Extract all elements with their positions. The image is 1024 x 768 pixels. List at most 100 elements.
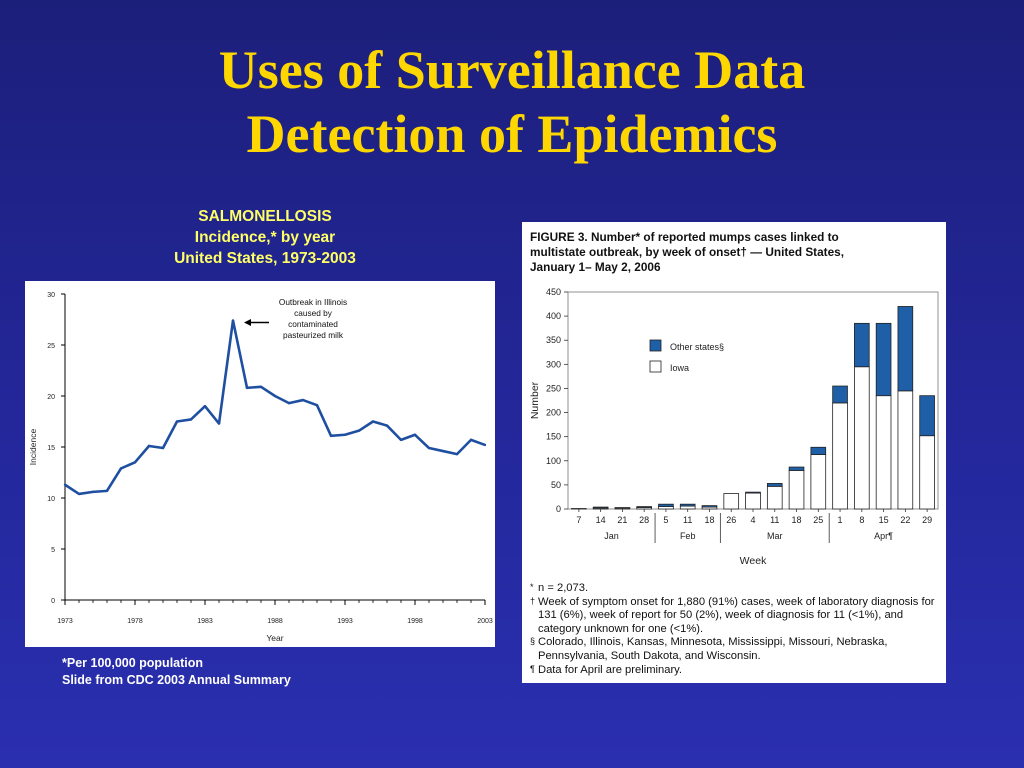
data-point (105, 489, 109, 493)
x-tick-label: 7 (576, 515, 581, 525)
bar-iowa (897, 390, 914, 510)
incidence-line (64, 319, 486, 496)
data-point (147, 444, 151, 448)
data-point (91, 490, 95, 494)
x-tick-label: 5 (663, 515, 668, 525)
x-tick-label: 18 (792, 515, 802, 525)
y-tick-label: 20 (47, 394, 55, 401)
x-tick-label: 14 (596, 515, 606, 525)
month-label: Mar (767, 531, 783, 541)
mumps-bar-chart: FIGURE 3. Number* of reported mumps case… (529, 230, 939, 567)
legend-label-other-states: Other states§ (670, 342, 724, 352)
month-label: Feb (680, 531, 696, 541)
data-point (427, 446, 431, 450)
y-tick-label: 15 (47, 445, 55, 452)
x-tick-label: 1983 (197, 618, 213, 625)
salmonellosis-heading-line-1: SALMONELLOSIS (198, 208, 332, 225)
data-point (119, 467, 123, 470)
y-tick-label: 350 (546, 335, 561, 345)
x-tick-label: 1993 (337, 618, 353, 625)
data-point (77, 492, 81, 496)
bar-other-states (679, 503, 696, 507)
figure-title-line: multistate outbreak, by week of onset† —… (530, 245, 844, 259)
mumps-note: § Colorado, Illinois, Kansas, Minnesota, … (530, 636, 942, 663)
x-tick-label: 1978 (127, 618, 143, 625)
bar-iowa (679, 505, 696, 510)
bar-other-states (788, 466, 805, 471)
y-tick-label: 30 (47, 292, 55, 299)
x-axis-label: Year (266, 633, 283, 643)
salmonellosis-line-chart: 0 5 10 15 20 25 30 1973 1978 1983 1988 1993 1998 2003… (28, 292, 493, 643)
data-point (343, 433, 347, 436)
data-point (63, 483, 67, 486)
bar-iowa (875, 395, 892, 510)
bar-other-states (658, 503, 674, 507)
bar-iowa (810, 454, 827, 510)
annotation-text: Outbreak in Illinois (279, 297, 347, 307)
data-point (287, 401, 291, 405)
bar-other-states (854, 322, 870, 368)
y-tick-label: 0 (51, 598, 55, 605)
salmonellosis-footnote: *Per 100,000 population Slide from CDC 2… (62, 655, 291, 689)
data-point (273, 394, 277, 398)
data-point (175, 420, 179, 423)
x-tick-label: 1998 (407, 618, 423, 625)
note-text: Week of symptom onset for 1,880 (91%) ca… (538, 595, 935, 635)
mumps-note: † Week of symptom onset for 1,880 (91%) c… (530, 596, 942, 637)
bar-iowa (788, 470, 805, 510)
bar-iowa (919, 435, 935, 510)
month-label: Apr¶ (874, 531, 893, 541)
note-text: Colorado, Illinois, Kansas, Minnesota, M… (538, 636, 888, 662)
y-axis-label: Number (529, 381, 541, 419)
mumps-note: ¶ Data for April are preliminary. (530, 664, 942, 678)
note-symbol: ¶ (530, 663, 535, 674)
data-point (133, 461, 137, 464)
legend-swatch-iowa (649, 360, 662, 373)
bar-other-states (875, 322, 892, 397)
x-tick-label: 25 (813, 515, 823, 525)
note-symbol: § (530, 636, 536, 647)
data-point (371, 420, 375, 423)
y-tick-label: 10 (47, 496, 55, 503)
annotation-arrow-head (244, 319, 251, 327)
bar-other-states (810, 446, 827, 455)
y-tick-label: 5 (51, 547, 55, 554)
x-tick-label: 1973 (57, 618, 73, 625)
annotation-text: pasteurized milk (283, 330, 344, 340)
x-tick-label: 4 (750, 515, 755, 525)
x-tick-label: 1988 (267, 618, 283, 625)
data-point (301, 398, 305, 402)
data-point (413, 433, 417, 436)
data-point (161, 446, 165, 450)
title-line-1: Uses of Surveillance Data (218, 40, 806, 100)
salmonellosis-chart-panel: 0 5 10 15 20 25 30 1973 1978 1983 1988 1993 1998 2003… (25, 281, 495, 647)
slide-title: Uses of Surveillance Data Detection of E… (0, 38, 1024, 166)
mumps-note: * n = 2,073. (530, 582, 942, 596)
x-tick-label: 1 (838, 515, 843, 525)
data-point (469, 438, 473, 442)
y-tick-label: 150 (546, 432, 561, 442)
data-point (455, 452, 459, 456)
x-tick-label: 15 (879, 515, 889, 525)
title-line-2: Detection of Epidemics (246, 104, 778, 164)
data-point (441, 449, 445, 453)
legend-label-iowa: Iowa (670, 363, 689, 373)
data-point (399, 438, 403, 442)
y-tick-label: 450 (546, 287, 561, 297)
x-tick-label: 28 (639, 515, 649, 525)
legend-swatch-other-states (649, 339, 662, 352)
note-symbol: † (530, 595, 536, 606)
figure-title-line: FIGURE 3. Number* of reported mumps case… (530, 230, 839, 244)
data-point (203, 405, 207, 408)
footnote-line-2: Slide from CDC 2003 Annual Summary (62, 673, 291, 687)
note-text: Data for April are preliminary. (538, 663, 683, 676)
salmonellosis-heading: SALMONELLOSIS Incidence,* by year United… (130, 206, 400, 269)
data-point (231, 319, 235, 322)
data-point (385, 424, 389, 427)
x-tick-label: 11 (770, 515, 779, 525)
x-tick-label: 21 (617, 515, 627, 525)
bar-other-states (832, 385, 848, 404)
bar-other-states (592, 506, 609, 509)
figure-title-line: January 1– May 2, 2006 (530, 260, 661, 274)
data-point (357, 429, 361, 432)
